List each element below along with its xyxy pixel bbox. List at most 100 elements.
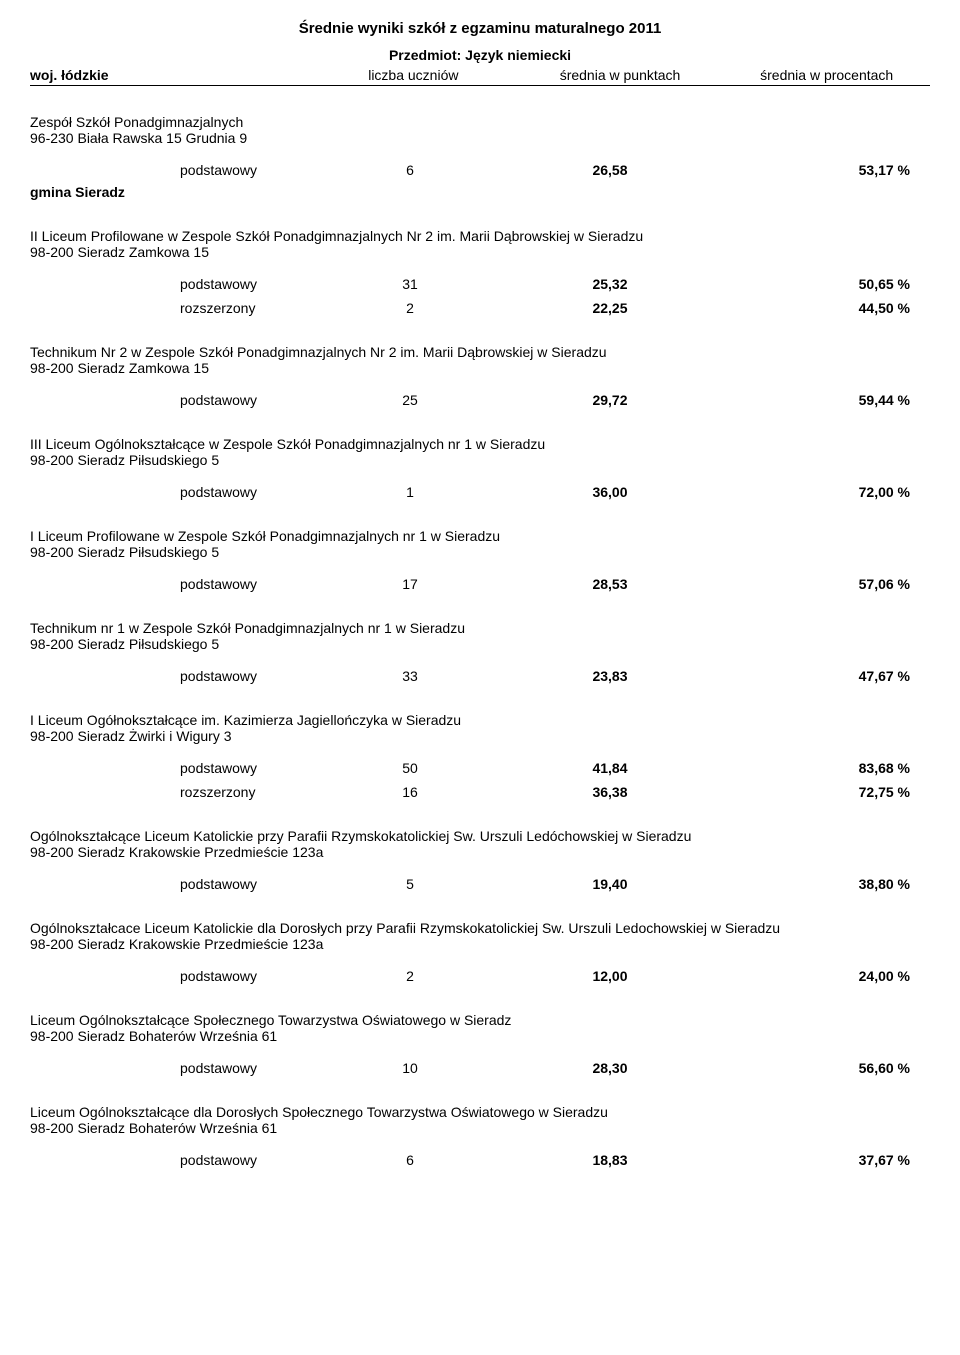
school-name: II Liceum Profilowane w Zespole Szkół Po…	[30, 228, 930, 244]
score-cell: 28,30	[510, 1060, 710, 1076]
pct-cell: 83,68 %	[710, 760, 930, 776]
count-cell: 31	[310, 276, 510, 292]
school-name: Technikum Nr 2 w Zespole Szkół Ponadgimn…	[30, 344, 930, 360]
level-cell: podstawowy	[30, 1152, 310, 1168]
count-cell: 10	[310, 1060, 510, 1076]
level-cell: podstawowy	[30, 276, 310, 292]
score-cell: 12,00	[510, 968, 710, 984]
score-cell: 25,32	[510, 276, 710, 292]
count-cell: 33	[310, 668, 510, 684]
level-cell: podstawowy	[30, 484, 310, 500]
col-head-pct: średnia w procentach	[723, 67, 930, 83]
school-address: 98-200 Sieradz Piłsudskiego 5	[30, 636, 930, 652]
pct-cell: 56,60 %	[710, 1060, 930, 1076]
result-row: rozszerzony1636,3872,75 %	[30, 784, 930, 800]
count-cell: 2	[310, 968, 510, 984]
school-block: Liceum Ogólnokształcące Społecznego Towa…	[30, 1012, 930, 1076]
level-cell: podstawowy	[30, 392, 310, 408]
school-block: Technikum nr 1 w Zespole Szkół Ponadgimn…	[30, 620, 930, 684]
school-name: Zespół Szkół Ponadgimnazjalnych	[30, 114, 930, 130]
school-address: 98-200 Sieradz Zamkowa 15	[30, 360, 930, 376]
school-block: Liceum Ogólnokształcące dla Dorosłych Sp…	[30, 1104, 930, 1168]
school-address: 98-200 Sieradz Bohaterów Września 61	[30, 1120, 930, 1136]
score-cell: 22,25	[510, 300, 710, 316]
level-cell: podstawowy	[30, 1060, 310, 1076]
result-row: podstawowy1028,3056,60 %	[30, 1060, 930, 1076]
count-cell: 6	[310, 1152, 510, 1168]
level-cell: podstawowy	[30, 760, 310, 776]
pct-cell: 59,44 %	[710, 392, 930, 408]
school-address: 98-200 Sieradz Krakowskie Przedmieście 1…	[30, 936, 930, 952]
school-name: I Liceum Ogółnokształcące im. Kazimierza…	[30, 712, 930, 728]
col-head-score: średnia w punktach	[517, 67, 724, 83]
result-row: podstawowy519,4038,80 %	[30, 876, 930, 892]
page-title: Średnie wyniki szkół z egzaminu maturaln…	[30, 20, 930, 37]
pct-cell: 44,50 %	[710, 300, 930, 316]
pct-cell: 38,80 %	[710, 876, 930, 892]
school-block: I Liceum Profilowane w Zespole Szkół Pon…	[30, 528, 930, 592]
score-cell: 36,00	[510, 484, 710, 500]
count-cell: 17	[310, 576, 510, 592]
column-header-row: woj. łódzkie liczba uczniów średnia w pu…	[30, 67, 930, 86]
region-label: woj. łódzkie	[30, 67, 310, 83]
school-block: Zespół Szkół Ponadgimnazjalnych96-230 Bi…	[30, 114, 930, 200]
school-block: Technikum Nr 2 w Zespole Szkół Ponadgimn…	[30, 344, 930, 408]
pct-cell: 37,67 %	[710, 1152, 930, 1168]
gmina-label: gmina Sieradz	[30, 184, 930, 200]
score-cell: 29,72	[510, 392, 710, 408]
result-row: podstawowy3125,3250,65 %	[30, 276, 930, 292]
count-cell: 16	[310, 784, 510, 800]
school-name: Ogólnokształcące Liceum Katolickie przy …	[30, 828, 930, 844]
pct-cell: 24,00 %	[710, 968, 930, 984]
school-name: Technikum nr 1 w Zespole Szkół Ponadgimn…	[30, 620, 930, 636]
count-cell: 5	[310, 876, 510, 892]
col-head-count: liczba uczniów	[310, 67, 517, 83]
pct-cell: 72,75 %	[710, 784, 930, 800]
school-address: 98-200 Sieradz Bohaterów Września 61	[30, 1028, 930, 1044]
level-cell: podstawowy	[30, 162, 310, 178]
school-address: 98-200 Sieradz Krakowskie Przedmieście 1…	[30, 844, 930, 860]
school-block: Ogólnokształcące Liceum Katolickie przy …	[30, 828, 930, 892]
school-address: 98-200 Sieradz Piłsudskiego 5	[30, 544, 930, 560]
result-row: rozszerzony222,2544,50 %	[30, 300, 930, 316]
school-address: 98-200 Sieradz Żwirki i Wigury 3	[30, 728, 930, 744]
result-row: podstawowy2529,7259,44 %	[30, 392, 930, 408]
school-block: III Liceum Ogólnokształcące w Zespole Sz…	[30, 436, 930, 500]
score-cell: 23,83	[510, 668, 710, 684]
count-cell: 50	[310, 760, 510, 776]
count-cell: 25	[310, 392, 510, 408]
school-name: Liceum Ogólnokształcące dla Dorosłych Sp…	[30, 1104, 930, 1120]
school-block: I Liceum Ogółnokształcące im. Kazimierza…	[30, 712, 930, 800]
pct-cell: 72,00 %	[710, 484, 930, 500]
level-cell: rozszerzony	[30, 784, 310, 800]
result-row: podstawowy618,8337,67 %	[30, 1152, 930, 1168]
result-row: podstawowy1728,5357,06 %	[30, 576, 930, 592]
pct-cell: 47,67 %	[710, 668, 930, 684]
level-cell: podstawowy	[30, 968, 310, 984]
result-row: podstawowy5041,8483,68 %	[30, 760, 930, 776]
score-cell: 26,58	[510, 162, 710, 178]
result-row: podstawowy136,0072,00 %	[30, 484, 930, 500]
result-row: podstawowy212,0024,00 %	[30, 968, 930, 984]
school-block: Ogólnokształcace Liceum Katolickie dla D…	[30, 920, 930, 984]
count-cell: 1	[310, 484, 510, 500]
school-address: 98-200 Sieradz Zamkowa 15	[30, 244, 930, 260]
count-cell: 2	[310, 300, 510, 316]
level-cell: podstawowy	[30, 576, 310, 592]
page-subject: Przedmiot: Język niemiecki	[30, 47, 930, 63]
school-name: III Liceum Ogólnokształcące w Zespole Sz…	[30, 436, 930, 452]
school-name: I Liceum Profilowane w Zespole Szkół Pon…	[30, 528, 930, 544]
result-row: podstawowy626,5853,17 %	[30, 162, 930, 178]
result-row: podstawowy3323,8347,67 %	[30, 668, 930, 684]
score-cell: 18,83	[510, 1152, 710, 1168]
score-cell: 28,53	[510, 576, 710, 592]
school-block: II Liceum Profilowane w Zespole Szkół Po…	[30, 228, 930, 316]
school-name: Liceum Ogólnokształcące Społecznego Towa…	[30, 1012, 930, 1028]
score-cell: 36,38	[510, 784, 710, 800]
pct-cell: 53,17 %	[710, 162, 930, 178]
score-cell: 19,40	[510, 876, 710, 892]
school-name: Ogólnokształcace Liceum Katolickie dla D…	[30, 920, 930, 936]
count-cell: 6	[310, 162, 510, 178]
school-address: 98-200 Sieradz Piłsudskiego 5	[30, 452, 930, 468]
level-cell: rozszerzony	[30, 300, 310, 316]
